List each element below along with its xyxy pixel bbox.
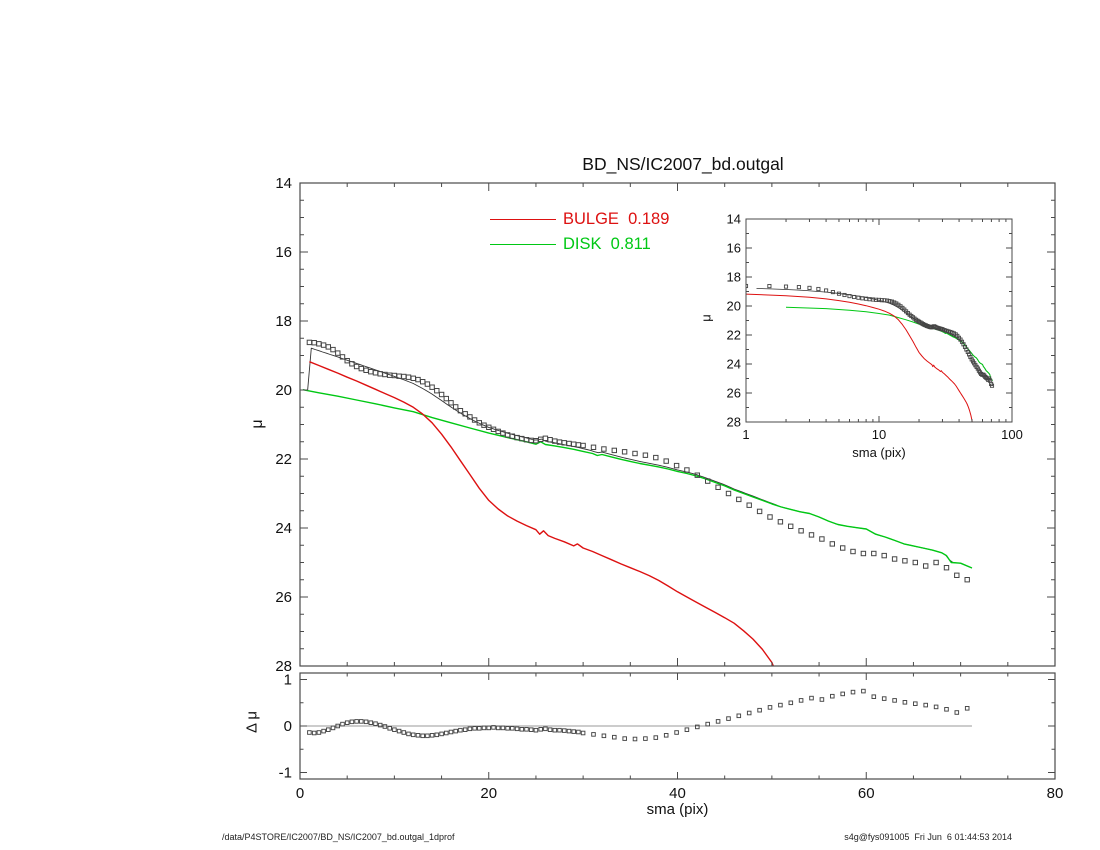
footer-user-timestamp: s4g@fys091005 Fri Jun 6 01:44:53 2014: [844, 832, 1012, 842]
main-plot-series: [302, 339, 973, 666]
svg-text:18: 18: [727, 270, 741, 285]
legend-bulge-label: BULGE 0.189: [563, 210, 670, 228]
x-axis-label: sma (pix): [646, 801, 709, 818]
legend-disk-label: DISK 0.811: [563, 235, 651, 253]
svg-text:28: 28: [275, 658, 292, 675]
svg-text:-1: -1: [279, 764, 292, 781]
svg-text:14: 14: [727, 212, 741, 227]
svg-text:20: 20: [727, 299, 741, 314]
inset-plot: 14 16 18 20 22 24 26 281 10 100: [727, 212, 1023, 443]
legend-disk-line-sample: [490, 244, 556, 245]
inset-x-axis-label: sma (pix): [852, 445, 906, 460]
inset-y-axis-label: μ: [698, 314, 714, 322]
svg-text:26: 26: [727, 386, 741, 401]
svg-text:60: 60: [858, 785, 875, 802]
residual-plot: 10-10 20 40 60 80: [279, 672, 1064, 802]
plot-title: BD_NS/IC2007_bd.outgal: [582, 154, 784, 174]
svg-text:24: 24: [275, 520, 292, 537]
residual-plot-series: [300, 688, 972, 742]
svg-text:24: 24: [727, 357, 741, 372]
svg-text:16: 16: [275, 244, 292, 261]
svg-text:20: 20: [480, 785, 497, 802]
residual-y-axis-label: Δ μ: [243, 710, 261, 734]
residual-tick-labels: 10-10 20 40 60 80: [279, 672, 1064, 802]
main-y-tick-labels: 14 16 18 20 22 24 26 28: [275, 175, 292, 675]
legend-bulge-line-sample: [490, 219, 556, 220]
svg-text:100: 100: [1001, 427, 1023, 442]
svg-text:1: 1: [742, 427, 749, 442]
svg-text:22: 22: [727, 328, 741, 343]
svg-text:26: 26: [275, 589, 292, 606]
svg-text:28: 28: [727, 415, 741, 430]
svg-text:10: 10: [872, 427, 886, 442]
svg-text:20: 20: [275, 382, 292, 399]
inset-plot-series: [746, 283, 995, 422]
svg-text:16: 16: [727, 241, 741, 256]
svg-text:22: 22: [275, 451, 292, 468]
svg-text:1: 1: [284, 672, 292, 689]
svg-text:0: 0: [284, 718, 292, 735]
svg-text:40: 40: [669, 785, 686, 802]
svg-text:0: 0: [296, 785, 304, 802]
svg-text:80: 80: [1047, 785, 1064, 802]
main-plot: 14 16 18 20 22 24 26 28: [275, 175, 1056, 675]
main-y-axis-label: μ: [249, 419, 266, 429]
inset-tick-labels: 14 16 18 20 22 24 26 281 10 100: [727, 212, 1023, 443]
footer-file-path: /data/P4STORE/IC2007/BD_NS/IC2007_bd.out…: [222, 832, 455, 842]
svg-text:14: 14: [275, 175, 292, 192]
svg-text:18: 18: [275, 313, 292, 330]
